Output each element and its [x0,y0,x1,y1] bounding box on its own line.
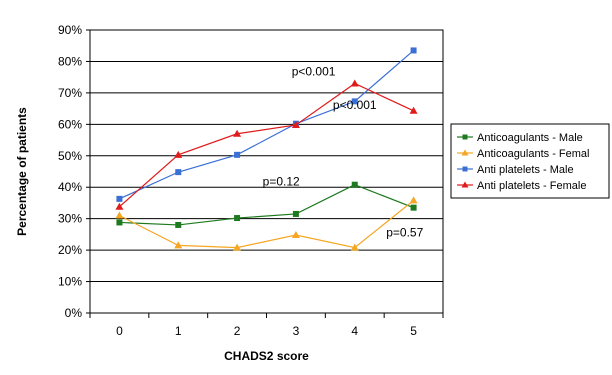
y-tick-label: 50% [58,149,82,163]
legend-label: Anticoagulants - Male [477,132,583,144]
y-tick-label: 60% [58,117,82,131]
data-point [409,196,418,204]
y-tick-label: 30% [58,212,82,226]
series-line [119,199,414,249]
x-axis-title: CHADS2 score [224,349,309,363]
x-tick-label: 3 [293,324,300,338]
y-tick-label: 10% [58,275,82,289]
legend-label: Anti platelets - Female [477,180,586,192]
data-point [350,79,359,87]
data-point [116,219,123,226]
data-point [234,215,241,222]
data-point [410,204,417,211]
plot-area-border [89,29,444,314]
data-point [174,241,183,249]
series-line [119,184,414,226]
p-value-annotation: p=0.12 [263,174,300,188]
y-tick-label: 40% [58,180,82,194]
data-point [350,243,359,251]
axes: 0% 10% 20% 30% 40% 50% 60% 70% 80% 90% 0 1 2 3 4 5 [58,23,444,338]
data-point [116,195,123,202]
x-tick-label: 4 [351,324,358,338]
y-tick-label: 20% [58,243,82,257]
data-point [291,120,300,128]
data-point [175,221,182,228]
annotations: p<0.001 p<0.001 p=0.12 p=0.57 [263,65,424,240]
data-point [410,47,417,54]
p-value-annotation: p<0.001 [333,98,377,112]
series-group [115,47,418,251]
series-2 [115,196,418,251]
x-tick-label: 1 [175,324,182,338]
legend-box [450,123,610,199]
legend-marker [461,149,469,156]
legend-marker [461,181,469,188]
x-tick-label: 5 [410,324,417,338]
data-point [234,151,241,158]
data-point [409,106,418,114]
data-point [292,210,299,217]
series-line [119,82,414,208]
y-tick-label: 70% [58,86,82,100]
data-point [351,181,358,188]
data-point [174,150,183,158]
data-point [351,98,358,105]
legend-entry: Anti platelets - Male [457,164,574,176]
plot-area [89,29,444,314]
data-point [233,129,242,137]
data-point [175,169,182,176]
y-tick-label: 80% [58,54,82,68]
x-tick-label: 0 [116,324,123,338]
legend-label: Anti platelets - Male [477,164,574,176]
legend-entry: Anticoagulants - Femal [457,148,590,160]
legend: Anticoagulants - Male Anticoagulants - Fe… [450,123,610,199]
legend-marker [462,134,468,140]
legend-marker [462,166,468,172]
p-value-annotation: p<0.001 [292,65,336,79]
data-point [233,243,242,251]
gridlines [90,60,443,283]
legend-entry: Anti platelets - Female [457,180,586,192]
y-tick-label: 0% [65,306,83,320]
series-4 [115,79,418,210]
legend-label: Anticoagulants - Femal [477,148,590,160]
x-tick-label: 2 [234,324,241,338]
data-point [115,202,124,210]
data-point [115,211,124,219]
series-1 [116,181,417,228]
series-line [119,49,414,200]
data-point [291,231,300,239]
p-value-annotation: p=0.57 [386,226,423,240]
legend-entry: Anticoagulants - Male [457,132,583,144]
y-axis-title: Percentage of patients [15,107,29,236]
y-tick-label: 90% [58,23,82,37]
